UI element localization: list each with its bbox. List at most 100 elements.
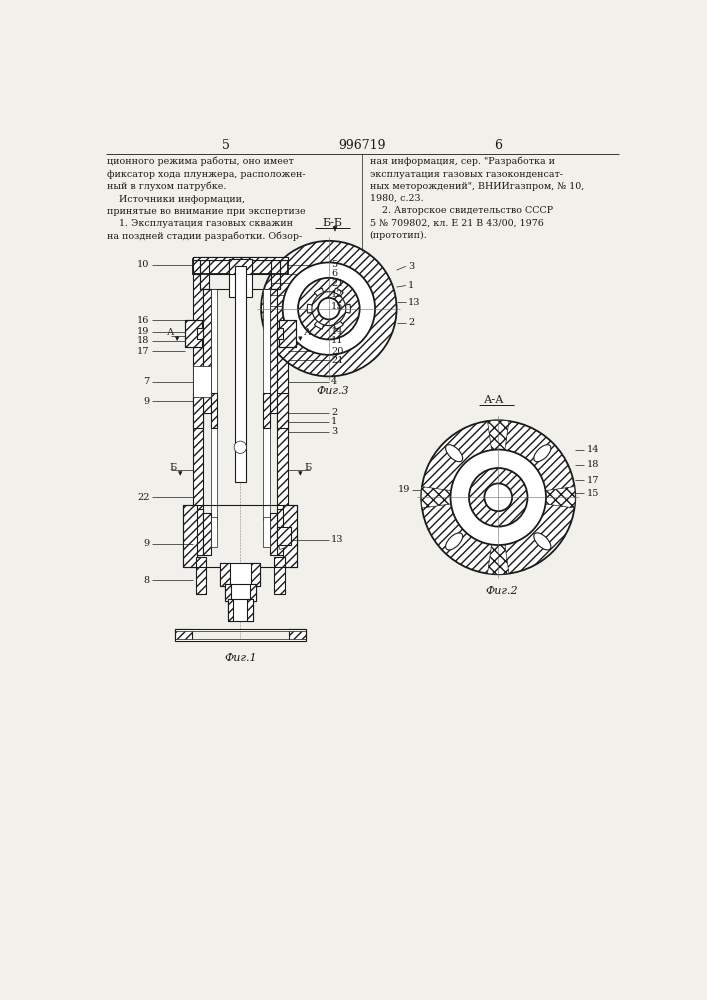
Wedge shape: [315, 318, 325, 329]
Circle shape: [312, 292, 346, 326]
Wedge shape: [333, 288, 344, 299]
Wedge shape: [515, 487, 575, 508]
Text: 16: 16: [137, 316, 149, 325]
Text: 14: 14: [587, 445, 600, 454]
Bar: [235, 266, 246, 482]
Text: 10: 10: [137, 260, 149, 269]
Wedge shape: [315, 288, 325, 299]
Bar: [277, 509, 288, 555]
Text: 22: 22: [137, 493, 149, 502]
Text: 19: 19: [397, 485, 409, 494]
Bar: [175, 629, 192, 640]
Bar: [277, 274, 288, 520]
Text: ная информация, сер. "Разработка и
эксплуатация газовых газоконденсат-
ных метор: ная информация, сер. "Разработка и экспл…: [370, 157, 584, 240]
Bar: [196, 557, 206, 594]
Text: Б-Б: Б-Б: [322, 218, 343, 228]
Text: 1: 1: [408, 281, 414, 290]
Text: Б: Б: [169, 463, 176, 472]
Text: 14: 14: [331, 327, 344, 336]
Text: 20: 20: [331, 347, 344, 356]
Bar: [264, 517, 269, 547]
Text: 9: 9: [144, 397, 149, 406]
Text: Б: Б: [305, 463, 312, 472]
Text: 18: 18: [587, 460, 599, 469]
Bar: [197, 328, 204, 339]
Bar: [228, 599, 252, 620]
Wedge shape: [341, 304, 351, 313]
Text: 6: 6: [494, 139, 502, 152]
Text: А: А: [168, 328, 175, 337]
Bar: [192, 259, 288, 274]
Bar: [183, 505, 197, 567]
Bar: [225, 584, 256, 601]
Text: 9: 9: [144, 539, 149, 548]
Text: 17: 17: [137, 347, 149, 356]
Wedge shape: [488, 420, 509, 481]
Bar: [200, 259, 209, 289]
Circle shape: [234, 441, 247, 453]
Text: 1: 1: [331, 417, 337, 426]
Text: 15: 15: [331, 302, 344, 311]
Wedge shape: [333, 318, 344, 329]
Bar: [204, 289, 211, 413]
Bar: [175, 629, 305, 641]
Text: 13: 13: [331, 535, 344, 544]
Bar: [221, 563, 230, 586]
Text: 3: 3: [408, 262, 414, 271]
Ellipse shape: [534, 445, 551, 462]
Bar: [274, 557, 285, 594]
Text: 3: 3: [331, 427, 337, 436]
Bar: [192, 257, 288, 260]
Text: 18: 18: [137, 336, 149, 345]
Text: 11: 11: [331, 336, 344, 345]
Text: 19: 19: [137, 327, 149, 336]
Circle shape: [421, 420, 575, 574]
Bar: [277, 328, 284, 339]
Text: 7: 7: [144, 377, 149, 386]
Bar: [277, 393, 288, 428]
Bar: [279, 320, 296, 347]
Wedge shape: [421, 487, 481, 508]
Text: 5: 5: [223, 139, 230, 152]
Bar: [192, 259, 288, 274]
Bar: [279, 320, 296, 347]
Bar: [271, 259, 281, 289]
Circle shape: [261, 241, 397, 376]
Text: Фиг.3: Фиг.3: [316, 386, 349, 396]
Text: 21: 21: [331, 279, 344, 288]
Bar: [288, 629, 305, 640]
Bar: [192, 509, 204, 555]
Bar: [192, 257, 288, 260]
Bar: [183, 505, 297, 567]
Wedge shape: [308, 304, 317, 313]
Text: А: А: [305, 328, 312, 337]
Text: Фиг.1: Фиг.1: [224, 653, 257, 663]
Text: 13: 13: [408, 298, 421, 307]
Bar: [200, 259, 281, 289]
Wedge shape: [488, 514, 509, 574]
Bar: [284, 505, 297, 567]
Circle shape: [450, 450, 546, 545]
Bar: [247, 599, 252, 620]
Bar: [221, 563, 260, 586]
Text: 996719: 996719: [338, 139, 386, 152]
Bar: [251, 563, 260, 586]
Ellipse shape: [445, 445, 462, 462]
Bar: [229, 259, 252, 297]
Bar: [197, 328, 204, 339]
Bar: [269, 513, 277, 555]
Bar: [264, 393, 269, 428]
Bar: [204, 513, 211, 555]
Bar: [175, 629, 305, 631]
Circle shape: [469, 468, 527, 527]
Circle shape: [298, 278, 360, 339]
Circle shape: [283, 262, 375, 355]
Bar: [277, 328, 284, 339]
Bar: [229, 259, 252, 274]
Text: 12: 12: [331, 290, 344, 299]
Text: А-А: А-А: [484, 395, 505, 405]
Text: 5: 5: [331, 260, 337, 269]
Text: 4: 4: [331, 377, 337, 386]
Bar: [225, 584, 231, 601]
Bar: [192, 274, 204, 520]
